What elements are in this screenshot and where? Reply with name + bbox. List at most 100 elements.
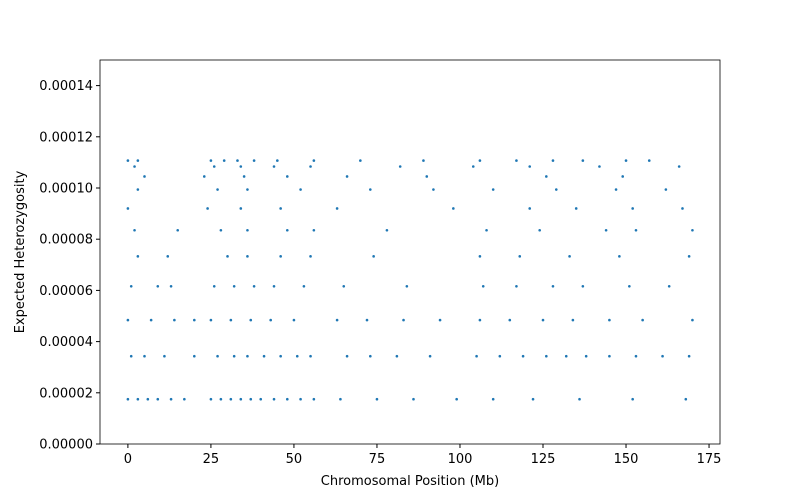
point <box>621 175 624 178</box>
point <box>202 175 206 178</box>
point <box>209 397 213 401</box>
point <box>598 165 601 168</box>
point <box>249 397 253 401</box>
y-tick-label: 0.00014 <box>39 79 93 94</box>
point <box>173 318 176 322</box>
point <box>209 318 213 322</box>
point <box>299 397 302 401</box>
point <box>222 159 226 162</box>
point <box>166 255 170 258</box>
point <box>136 397 140 401</box>
point <box>412 397 415 401</box>
point <box>478 159 482 162</box>
point <box>126 318 130 322</box>
point <box>246 228 249 232</box>
y-tick-label: 0.00008 <box>39 233 93 248</box>
point <box>402 318 405 322</box>
point <box>229 318 233 322</box>
point <box>491 188 495 191</box>
point <box>634 354 638 358</box>
point <box>432 188 435 191</box>
point <box>681 207 684 210</box>
point <box>531 397 535 401</box>
point <box>246 354 249 358</box>
point <box>229 397 233 401</box>
point <box>365 318 369 322</box>
point <box>232 285 236 288</box>
point <box>385 228 389 232</box>
point <box>455 397 458 401</box>
point <box>581 159 585 162</box>
point <box>252 159 256 162</box>
y-tick-label: 0.00004 <box>39 335 93 350</box>
point <box>212 285 216 288</box>
point <box>193 318 196 322</box>
point <box>554 188 558 191</box>
point <box>143 175 146 178</box>
point <box>452 207 455 210</box>
point <box>129 285 133 288</box>
point <box>219 228 223 232</box>
y-axis-label: Expected Heterozygosity <box>13 170 28 333</box>
point <box>212 165 216 168</box>
point <box>581 285 585 288</box>
point <box>226 255 229 258</box>
point <box>664 188 668 191</box>
y-tick-label: 0.00006 <box>39 284 93 299</box>
point <box>677 165 681 168</box>
point <box>239 165 243 168</box>
point <box>176 228 180 232</box>
point <box>312 159 316 162</box>
point <box>634 228 638 232</box>
point <box>285 228 289 232</box>
point <box>508 318 512 322</box>
point <box>126 397 130 401</box>
y-tick-label: 0.00002 <box>39 386 93 401</box>
point <box>193 354 196 358</box>
point <box>126 159 130 162</box>
point <box>478 318 482 322</box>
point <box>169 397 173 401</box>
point <box>471 165 475 168</box>
y-tick-label: 0.00000 <box>39 438 93 453</box>
point <box>249 318 253 322</box>
point <box>541 318 545 322</box>
point <box>369 188 372 191</box>
point <box>163 354 166 358</box>
point <box>667 285 671 288</box>
point <box>246 255 249 258</box>
point <box>279 207 282 210</box>
point <box>345 175 349 178</box>
point <box>279 354 282 358</box>
point <box>359 159 362 162</box>
point <box>129 354 133 358</box>
point <box>369 354 372 358</box>
point <box>624 159 628 162</box>
point <box>428 354 432 358</box>
point <box>252 285 256 288</box>
point <box>521 354 525 358</box>
point <box>478 255 482 258</box>
y-tick-label: 0.00012 <box>39 130 93 145</box>
point <box>272 165 276 168</box>
point <box>272 397 276 401</box>
point <box>312 228 316 232</box>
x-tick-label: 50 <box>286 452 303 467</box>
point <box>425 175 429 178</box>
point <box>687 255 691 258</box>
point <box>276 159 279 162</box>
point <box>485 228 488 232</box>
point <box>618 255 621 258</box>
point <box>395 354 399 358</box>
point <box>335 207 339 210</box>
point <box>491 397 495 401</box>
point <box>309 255 312 258</box>
point <box>578 397 581 401</box>
point <box>641 318 644 322</box>
point <box>375 397 379 401</box>
point <box>156 397 160 401</box>
point <box>481 285 485 288</box>
point <box>143 354 146 358</box>
point <box>219 397 223 401</box>
